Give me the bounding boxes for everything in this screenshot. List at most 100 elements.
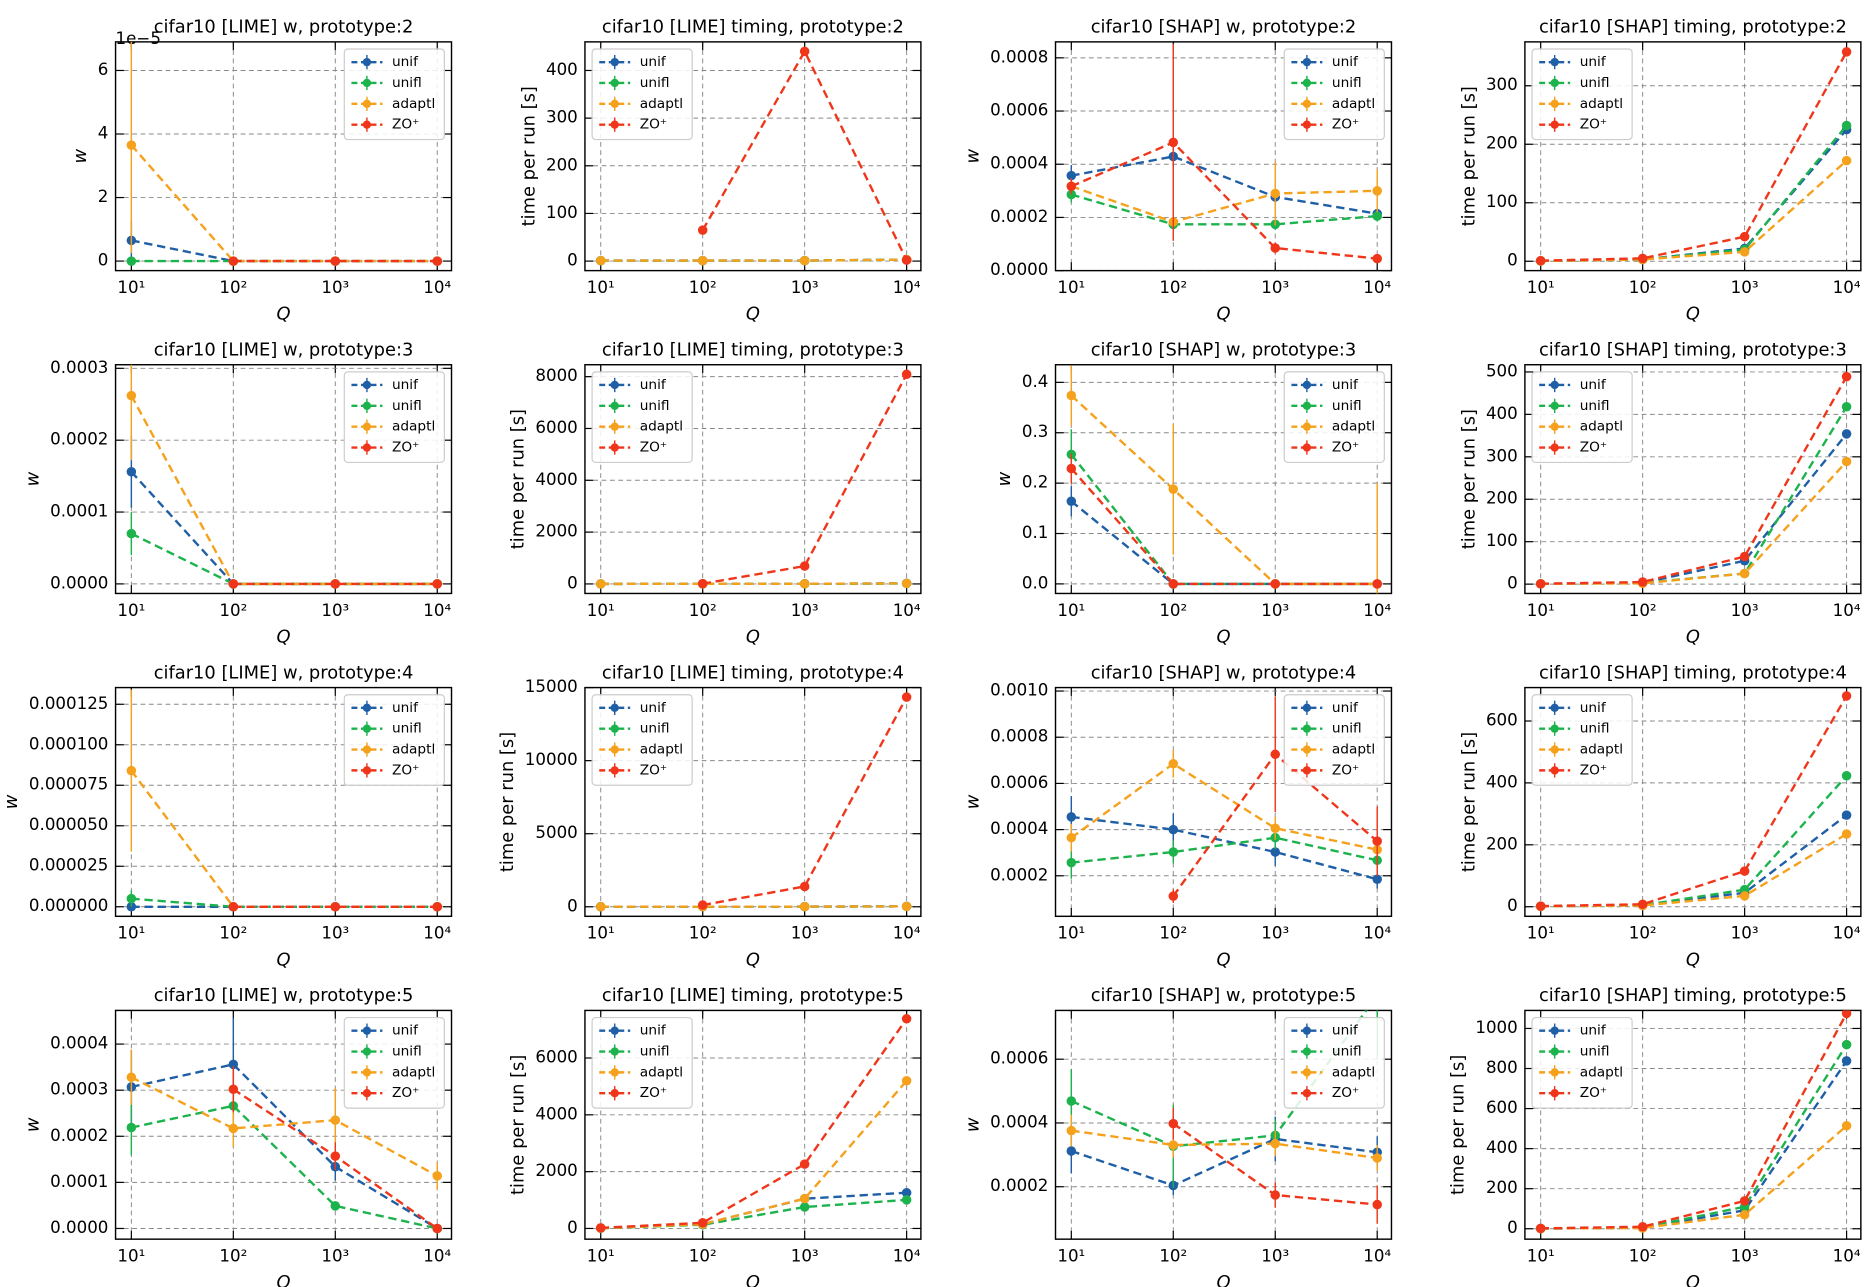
data-point xyxy=(1841,771,1852,781)
y-tick-label: 0.0000 xyxy=(50,1218,108,1237)
title: cifar10 [LIME] w, prototype:3 xyxy=(154,339,414,360)
x-tick-label: 10⁴ xyxy=(1833,601,1861,620)
y-axis-label: time per run [s] xyxy=(497,732,518,872)
x-tick-label: 10² xyxy=(689,924,717,943)
legend: unif unifl adaptl ZO⁺ xyxy=(591,48,693,141)
y-tick-label: 0.000075 xyxy=(29,775,108,794)
legend-swatch xyxy=(610,745,619,754)
legend-swatch xyxy=(1302,1026,1312,1035)
data-point xyxy=(901,578,912,589)
x-tick-label: 10⁴ xyxy=(1833,1247,1861,1266)
data-point xyxy=(1066,181,1077,192)
axes-frame xyxy=(584,41,922,272)
series-line xyxy=(1540,774,1848,908)
y-tick-label: 6000 xyxy=(535,418,577,437)
axes-frame xyxy=(1524,1009,1862,1240)
data-point xyxy=(1841,401,1852,412)
y-tick-label: 200 xyxy=(1486,834,1518,853)
legend-box xyxy=(1283,48,1385,141)
y-tick-label: 0.4 xyxy=(1022,372,1049,391)
plot-area xyxy=(1535,47,1852,266)
data-point xyxy=(1168,137,1179,148)
x-axis-label: Q xyxy=(1216,304,1230,325)
y-tick-label: 0.0003 xyxy=(50,358,108,377)
y-tick-label: 0 xyxy=(567,573,578,592)
x-tick-label: 10² xyxy=(1629,601,1657,620)
y-tick-label: 100 xyxy=(1486,531,1518,550)
x-axis-label: Q xyxy=(1686,1272,1700,1287)
legend-label: adaptl xyxy=(640,419,683,435)
series-line xyxy=(130,144,438,263)
legend-swatch xyxy=(1550,57,1559,67)
plot-area xyxy=(126,41,443,266)
axes-frame xyxy=(114,41,453,272)
y-tick-label: 0.000125 xyxy=(29,694,108,713)
y-tick-label: 8000 xyxy=(535,366,577,385)
legend-swatch xyxy=(362,78,372,88)
x-axis-label: Q xyxy=(1686,949,1700,970)
legend-label: ZO⁺ xyxy=(1332,762,1359,778)
data-point xyxy=(697,900,708,910)
data-point xyxy=(1372,579,1382,589)
data-point xyxy=(432,1171,443,1181)
x-tick-label: 10² xyxy=(219,601,247,620)
x-axis-label: Q xyxy=(1216,949,1230,970)
legend-swatch xyxy=(1302,703,1312,713)
data-point xyxy=(1168,579,1179,589)
x-tick-label: 10³ xyxy=(1261,601,1289,620)
series-line xyxy=(130,395,438,586)
x-tick-label: 10⁴ xyxy=(1833,278,1861,297)
legend-swatch xyxy=(610,401,619,410)
series-line xyxy=(1071,836,1378,864)
data-point xyxy=(1372,186,1382,196)
data-point xyxy=(901,1014,912,1024)
y-axis-label: w xyxy=(962,1117,983,1132)
data-point xyxy=(1637,899,1648,910)
y-tick-label: 0.0 xyxy=(1022,573,1049,592)
legend-label: unifl xyxy=(1580,75,1610,91)
legend-label: unif xyxy=(392,700,419,716)
x-axis-label: Q xyxy=(277,304,291,325)
x-tick-label: 10² xyxy=(1159,601,1187,620)
data-point xyxy=(126,528,137,539)
data-point xyxy=(1066,812,1077,822)
data-point xyxy=(228,1123,239,1134)
data-point xyxy=(126,1122,137,1133)
x-tick-label: 10³ xyxy=(1731,924,1759,943)
x-tick-label: 10⁴ xyxy=(1363,924,1391,943)
y-tick-label: 0 xyxy=(1507,1218,1518,1237)
title: cifar10 [SHAP] timing, prototype:4 xyxy=(1539,662,1847,683)
series-line xyxy=(130,769,438,908)
x-tick-label: 10¹ xyxy=(1057,601,1085,620)
legend-label: unif xyxy=(1332,54,1359,70)
data-point xyxy=(1066,189,1077,200)
legend-box xyxy=(1283,1016,1385,1109)
y-tick-label: 0.0006 xyxy=(990,773,1048,792)
x-axis-label: Q xyxy=(277,1272,291,1287)
legend-label: ZO⁺ xyxy=(1580,762,1607,778)
axes-frame xyxy=(1054,41,1393,272)
data-point xyxy=(126,901,137,912)
legend-swatch xyxy=(362,443,372,452)
y-axis-label: w xyxy=(994,471,1015,486)
legend: unif unifl adaptl ZO⁺ xyxy=(1283,371,1385,464)
series-line xyxy=(131,1104,438,1230)
x-tick-label: 10³ xyxy=(791,924,819,943)
y-tick-label: 0.0004 xyxy=(990,154,1048,173)
x-tick-label: 10³ xyxy=(1261,924,1289,943)
legend-swatch xyxy=(1550,380,1559,390)
legend: unif unifl adaptl ZO⁺ xyxy=(343,694,445,786)
data-point xyxy=(595,901,606,912)
legend-swatch xyxy=(362,99,372,108)
series-line xyxy=(1070,1137,1378,1187)
data-point xyxy=(595,579,606,589)
x-tick-label: 10² xyxy=(219,278,247,297)
legend: unif unifl adaptl ZO⁺ xyxy=(343,371,445,464)
data-point xyxy=(697,1218,708,1228)
y-tick-label: 2000 xyxy=(535,1161,577,1180)
x-axis-label: Q xyxy=(746,949,760,970)
legend-label: adaptl xyxy=(640,1064,683,1080)
data-point xyxy=(432,901,443,912)
x-tick-label: 10² xyxy=(1159,924,1187,943)
data-point xyxy=(1739,866,1750,876)
